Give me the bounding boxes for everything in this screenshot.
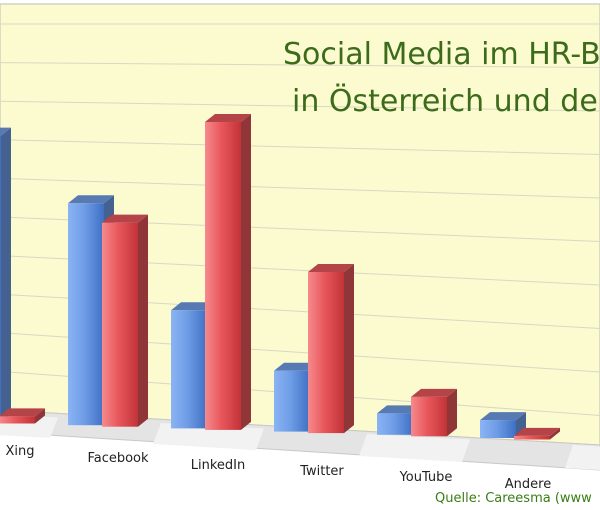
bar-front — [377, 413, 413, 435]
plot-background — [0, 3, 600, 446]
gridline — [0, 139, 600, 155]
bar-side — [241, 114, 251, 430]
bar-side — [35, 408, 45, 424]
bar-side — [138, 214, 148, 427]
category-labels: Xing Facebook LinkedIn Twitter YouTube Andere — [5, 444, 551, 492]
bar-front — [102, 222, 138, 427]
bar-front — [0, 416, 35, 424]
bar-side — [344, 264, 354, 434]
bar-top — [308, 264, 354, 272]
bar-top — [514, 427, 560, 436]
title-line-2: in Österreich und der — [292, 83, 600, 119]
bar-side — [1, 127, 11, 422]
bar — [0, 127, 11, 422]
bar-top — [411, 388, 457, 397]
bar-front — [308, 272, 344, 434]
bar-front — [480, 420, 516, 438]
bar-top — [205, 114, 251, 123]
bar-front — [68, 203, 104, 426]
plot-area — [0, 3, 600, 471]
chart-title: Social Media im HR-B in Österreich und d… — [283, 37, 600, 119]
bar — [480, 412, 526, 438]
floor-band — [359, 434, 470, 462]
floor-band — [565, 445, 600, 471]
title-line-1: Social Media im HR-B — [283, 37, 600, 72]
bar-side — [550, 427, 560, 440]
category-label: Xing — [5, 444, 34, 459]
category-label: YouTube — [399, 470, 453, 485]
bar — [205, 114, 251, 430]
bar — [514, 427, 560, 440]
bar — [102, 214, 148, 427]
bar-front — [411, 396, 447, 437]
bar-top — [68, 195, 114, 204]
category-label: Twitter — [299, 464, 344, 479]
bar-front — [514, 435, 550, 440]
gridline — [0, 100, 600, 112]
bar-top — [102, 214, 148, 223]
bar-front — [171, 310, 207, 429]
bar-top — [480, 412, 526, 421]
category-label: Andere — [505, 477, 551, 492]
bar-front — [205, 122, 241, 430]
bar-front — [274, 370, 310, 432]
gridline — [0, 62, 600, 68]
gridline — [0, 177, 600, 199]
bar-top — [0, 408, 45, 417]
category-label: LinkedIn — [191, 458, 245, 473]
source-note: Quelle: Careesma (www — [435, 491, 592, 506]
bar-top — [0, 127, 11, 136]
bar-front — [0, 135, 1, 422]
bar — [0, 408, 45, 424]
bar — [411, 388, 457, 437]
bar — [308, 264, 354, 434]
bar-side — [447, 388, 457, 437]
category-label: Facebook — [87, 451, 149, 466]
bars — [0, 114, 560, 440]
